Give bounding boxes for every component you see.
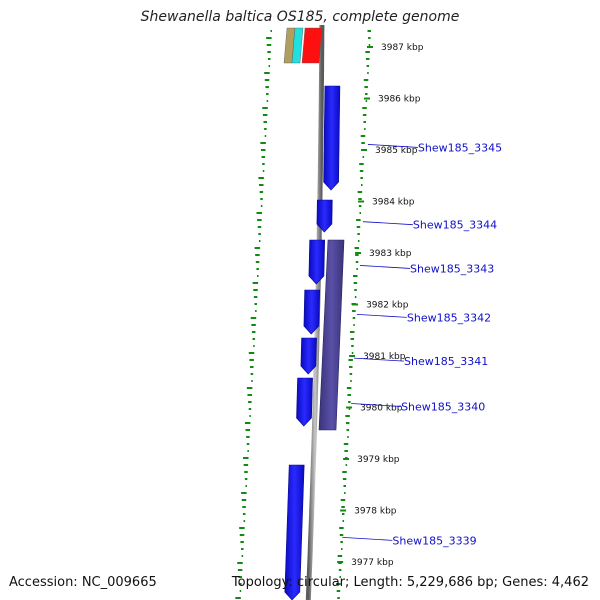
map-title: Shewanella baltica OS185, complete genom… [140,9,460,25]
cds-feature[interactable] [296,377,313,427]
tick-label: 3983 kbp [369,249,412,259]
cds-feature[interactable] [316,199,333,233]
tick-label: 3984 kbp [372,198,415,208]
gene-label[interactable]: Shew185_3342 [407,311,491,324]
cds-feature[interactable] [284,464,305,600]
tick-label: 3982 kbp [366,301,409,311]
gene-label[interactable]: Shew185_3341 [404,355,488,368]
rna-feature[interactable] [291,27,304,64]
gene-label[interactable]: Shew185_3340 [401,400,485,413]
accession-label: Accession: NC_009665 [9,575,157,590]
gc-skew-track [235,30,371,599]
tick-label: 3977 kbp [351,558,394,568]
gene-labels: Shew185_3345 Shew185_3344 Shew185_3343 Shew… [342,141,502,547]
tick-label: 3981 kbp [363,352,406,362]
rna-feature[interactable] [301,27,323,64]
gene-label[interactable]: Shew185_3343 [410,262,494,275]
cds-feature[interactable] [323,85,341,191]
tick-label: 3985 kbp [375,146,418,156]
scale-ticks: 3987 kbp 3986 kbp 3985 kbp 3984 kbp 3983 kbp… [337,43,424,568]
cds-feature-reverse[interactable] [318,239,345,431]
cds-feature[interactable] [308,239,326,285]
gene-label[interactable]: Shew185_3339 [392,534,476,547]
tick-label: 3987 kbp [381,43,424,53]
tick-label: 3986 kbp [378,95,421,105]
tick-label: 3979 kbp [357,455,400,465]
tick-label: 3978 kbp [354,507,397,517]
cds-track [283,27,345,600]
gene-label[interactable]: Shew185_3344 [413,219,497,232]
gene-label[interactable]: Shew185_3345 [418,141,502,154]
cds-feature[interactable] [303,289,321,335]
tick-label: 3980 kbp [360,404,403,414]
topology-label: Topology: circular; Length: 5,229,686 bp… [231,575,589,590]
cds-feature[interactable] [300,337,317,375]
